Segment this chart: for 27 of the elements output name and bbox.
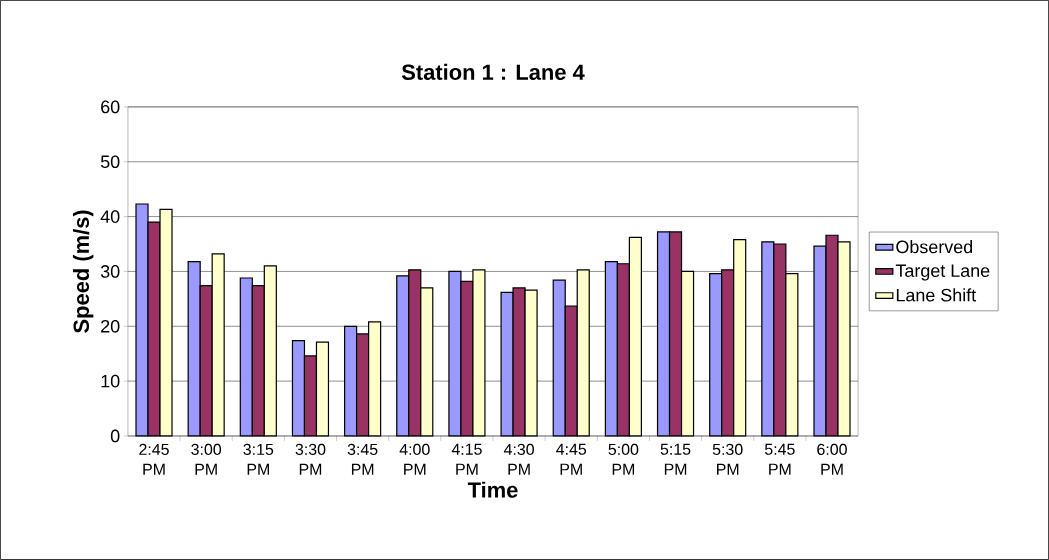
x-tick-label: 5:45 PM [764, 443, 795, 475]
x-tick-label: 5:15 PM [660, 443, 691, 475]
legend-label: Target Lane [895, 264, 990, 281]
x-tick-label: 4:15 PM [451, 443, 482, 475]
x-tick-label: 2:45 PM [139, 443, 169, 475]
y-tick-label: 0 [110, 429, 120, 443]
y-tick-label: 20 [101, 319, 120, 333]
legend-label: Observed [896, 240, 973, 254]
x-tick-label: 4:45 PM [556, 443, 587, 475]
y-tick-label: 40 [100, 210, 120, 223]
x-tick-label: 5:30 PM [712, 443, 743, 475]
chart-title: Station 1 : Lane 4 [401, 63, 585, 80]
x-tick-label: 6:00 PM [817, 443, 847, 475]
y-tick-label: 60 [101, 100, 120, 114]
x-tick-label: 4:30 PM [503, 443, 534, 475]
legend-label: Lane Shift [896, 288, 977, 302]
y-tick-label: 50 [100, 155, 120, 169]
x-tick-label: 3:30 PM [295, 443, 326, 475]
y-axis-title: Speed (m/s) [72, 210, 94, 333]
y-tick-label: 10 [101, 374, 120, 388]
x-tick-label: 3:15 PM [243, 443, 274, 475]
x-tick-label: 5:00 PM [608, 443, 639, 475]
x-tick-label: 4:00 PM [399, 443, 430, 475]
x-tick-label: 3:45 PM [347, 443, 378, 475]
x-tick-label: 3:00 PM [191, 443, 222, 475]
y-tick-label: 30 [100, 265, 120, 278]
x-axis-title: Time [467, 481, 518, 498]
